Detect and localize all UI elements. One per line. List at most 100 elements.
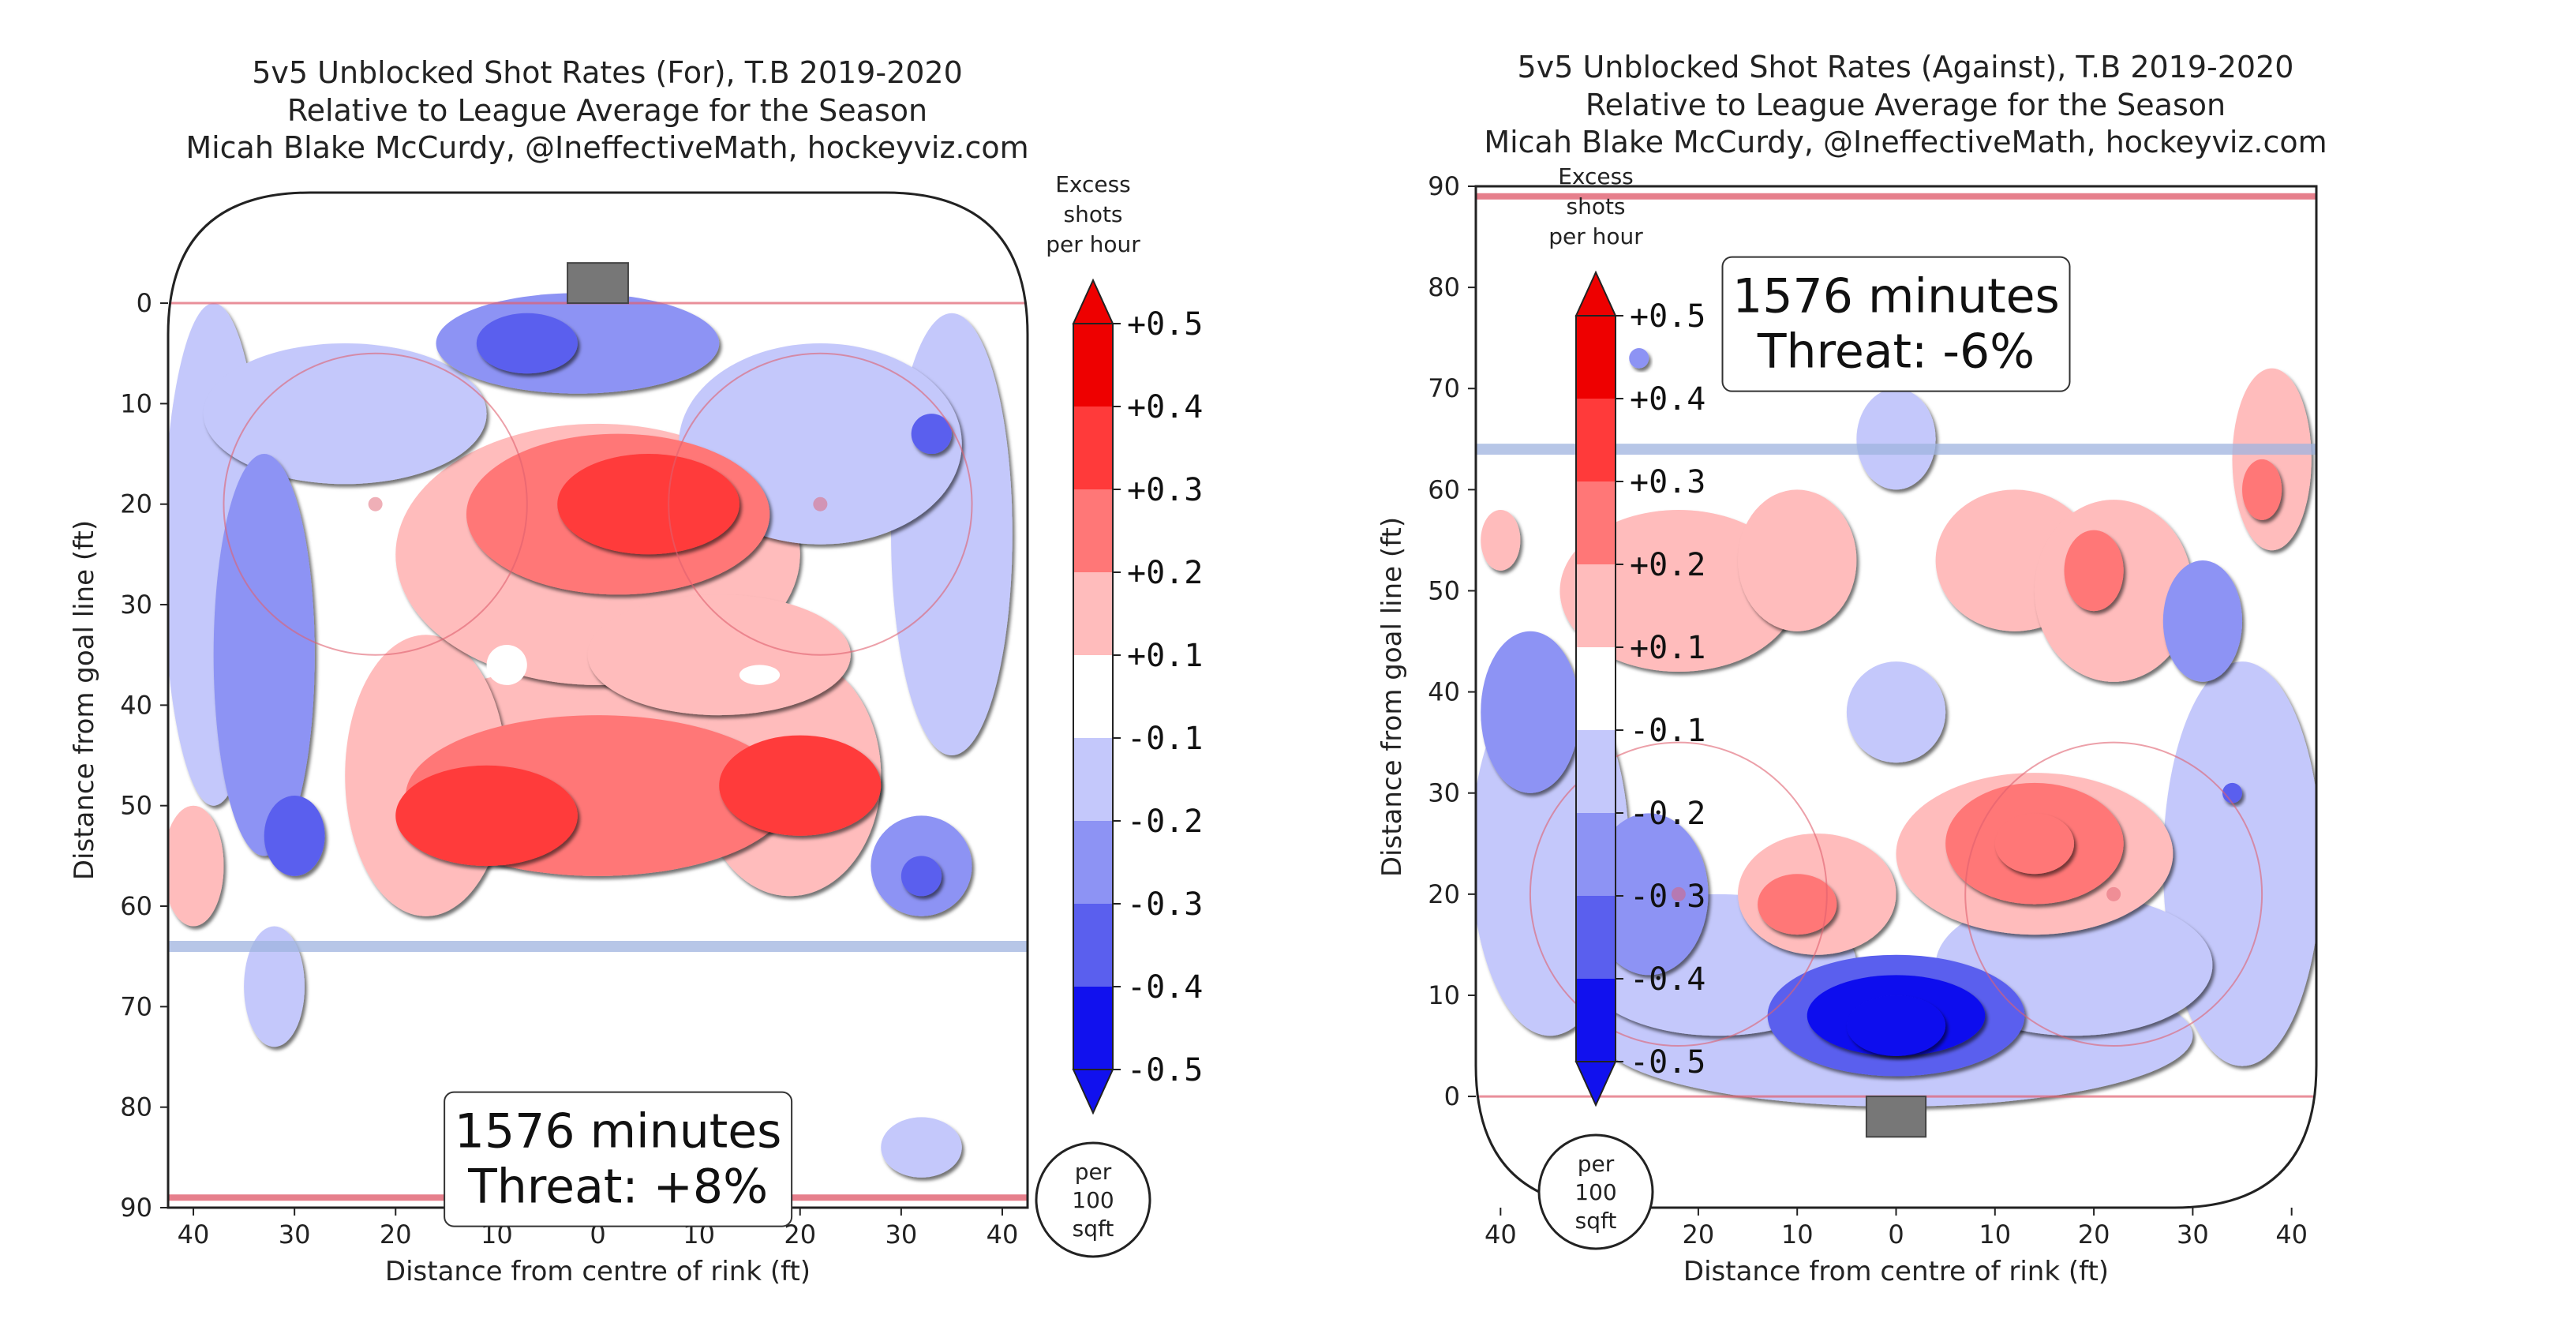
heat-contour-shape	[2232, 368, 2312, 551]
neutral-region	[486, 644, 527, 685]
y-tick-label: 40	[1428, 677, 1460, 707]
unit-label: sqft	[1575, 1208, 1617, 1234]
heat-contour-shape	[203, 343, 487, 485]
heat-contour	[1629, 347, 1649, 369]
threat-annotation: Threat: +8%	[467, 1160, 768, 1215]
y-axis-label: Distance from goal line (ft)	[69, 520, 100, 880]
colorbar-segment	[1576, 813, 1616, 896]
colorbar-segment	[1073, 655, 1113, 738]
goal-net	[1865, 1096, 1927, 1138]
colorbar-frame	[1575, 315, 1616, 1062]
colorbar: +0.5 +0.4 +0.3 +0.2 +0.1 -0.1 -0.2 -0.3 -0.4 -0.5	[1574, 270, 1705, 1107]
heat-contour	[203, 343, 487, 485]
colorbar: +0.5 +0.4 +0.3 +0.2 +0.1 -0.1 -0.2 -0.3 -0.4 -0.5	[1072, 278, 1203, 1115]
heat-contour	[1994, 813, 2075, 875]
threat-annotation: Threat: -6%	[1757, 324, 2035, 380]
colorbar-segment	[1073, 738, 1113, 821]
y-tick-label: 60	[120, 891, 152, 921]
colorbar-segment	[1576, 316, 1616, 399]
heat-contour-shape	[1481, 509, 1521, 571]
unit-label: sqft	[1073, 1216, 1114, 1242]
x-tick-label: 30	[885, 1219, 917, 1249]
unit-label: 100	[1072, 1187, 1114, 1213]
heat-contour	[213, 454, 315, 856]
unit-label: per	[1578, 1151, 1615, 1177]
heat-contour-shape	[1738, 489, 1857, 631]
heat-contour	[719, 735, 882, 836]
colorbar-frame	[1073, 323, 1114, 1070]
y-tick-label: 90	[120, 1193, 152, 1223]
heat-contour	[2064, 530, 2124, 612]
colorbar-segment	[1576, 896, 1616, 979]
y-tick-label: 0	[1444, 1081, 1460, 1111]
faceoff-dot	[813, 496, 828, 511]
y-tick-label: 70	[1428, 373, 1460, 403]
x-tick-label: 40	[178, 1219, 210, 1249]
heat-contour-shape	[476, 313, 578, 374]
y-tick-label: 40	[120, 690, 152, 720]
colorbar-tick-label: +0.4	[1630, 381, 1705, 418]
faceoff-dot	[368, 496, 383, 511]
faceoff-circle	[223, 352, 528, 656]
colorbar-segment	[1576, 481, 1616, 564]
colorbar-tick-label: +0.2	[1630, 547, 1705, 583]
x-tick-label: 0	[1888, 1219, 1904, 1249]
heat-contour-shape	[2162, 560, 2243, 682]
y-tick-label: 80	[1428, 272, 1460, 302]
x-tick-label: 20	[2078, 1219, 2110, 1249]
heat-contour	[1559, 509, 1798, 672]
x-tick-label: 20	[380, 1219, 412, 1249]
heat-contour-shape	[2222, 782, 2243, 804]
colorbar-tick-label: -0.5	[1127, 1052, 1203, 1088]
x-tick-label: 10	[1979, 1219, 2011, 1249]
heat-contour-shape	[1856, 388, 1936, 490]
unit-label: 100	[1574, 1179, 1616, 1205]
heat-contour-shape	[1994, 813, 2075, 875]
colorbar-tick-label: -0.4	[1630, 961, 1705, 998]
heat-contour	[900, 856, 942, 897]
colorbar-tick-label: +0.3	[1630, 464, 1705, 500]
heat-contour	[2222, 782, 2243, 804]
heat-contour-shape	[1846, 995, 1946, 1056]
colorbar-segment	[1073, 821, 1113, 904]
heat-contour	[1758, 874, 1837, 935]
heat-contour	[244, 926, 305, 1047]
heat-contour	[1846, 995, 1946, 1056]
heat-contour-shape	[168, 805, 224, 927]
y-tick-label: 50	[1428, 575, 1460, 605]
colorbar-segment	[1073, 489, 1113, 572]
colorbar-tick-label: +0.2	[1127, 555, 1203, 591]
x-tick-label: 40	[1485, 1219, 1517, 1249]
heatmap-plot-area	[1476, 186, 2316, 1208]
colorbar-segment	[1576, 564, 1616, 647]
y-tick-label: 10	[120, 388, 152, 418]
goal-net	[567, 262, 629, 305]
chart-title-line: Micah Blake McCurdy, @IneffectiveMath, h…	[1484, 125, 2327, 159]
chart-against: 403020100102030400102030405060708090Dist…	[1288, 0, 2576, 1330]
colorbar-tick-label: -0.1	[1630, 713, 1705, 749]
colorbar-header: Excess	[1558, 163, 1634, 189]
y-tick-label: 20	[1428, 879, 1460, 909]
heat-contour-shape	[1559, 509, 1798, 672]
heat-contour-shape	[1846, 661, 1946, 763]
rink-boards	[1474, 185, 2318, 1209]
heatmap-plot-area	[168, 193, 1028, 1208]
chart-title-line: 5v5 Unblocked Shot Rates (Against), T.B …	[1518, 50, 2294, 84]
x-axis-label: Distance from centre of rink (ft)	[1683, 1256, 2109, 1287]
heat-contour	[1589, 813, 1709, 976]
colorbar-header: shots	[1566, 193, 1625, 219]
x-tick-label: 20	[1683, 1219, 1715, 1249]
heat-contour-shape	[587, 594, 851, 716]
heat-contour	[1738, 489, 1857, 631]
heat-contour	[2242, 459, 2282, 520]
colorbar-tick-label: -0.4	[1127, 969, 1203, 1006]
heat-contour	[557, 454, 739, 555]
heat-contour-shape	[719, 735, 882, 836]
heat-contour	[587, 594, 851, 716]
chart-against-svg: 403020100102030400102030405060708090Dist…	[1376, 50, 2327, 1287]
colorbar-segment	[1576, 399, 1616, 481]
y-tick-label: 50	[120, 791, 152, 821]
colorbar-tick-label: +0.1	[1630, 630, 1705, 666]
colorbar-tick-label: +0.4	[1127, 389, 1203, 425]
colorbar-tick-label: +0.5	[1127, 306, 1203, 343]
